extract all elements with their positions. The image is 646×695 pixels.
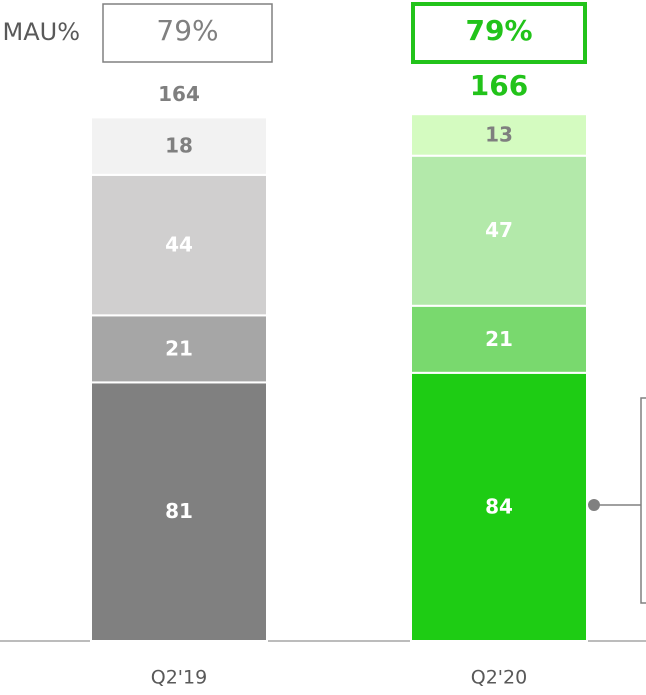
segment-label: 44 — [165, 233, 193, 257]
mau-label: MAU% — [3, 18, 81, 46]
x-tick-label: Q2'20 — [471, 667, 527, 689]
segment-label: 47 — [485, 218, 513, 242]
segment-label: 81 — [165, 499, 193, 523]
segment-label: 21 — [165, 336, 193, 360]
bracket — [594, 397, 646, 604]
segment-label: 84 — [485, 494, 513, 518]
bracket-dot — [588, 499, 600, 511]
bar-segment — [90, 116, 268, 176]
bar-segment — [410, 154, 588, 307]
total-label: 164 — [158, 82, 200, 106]
x-tick-label: Q2'19 — [151, 667, 207, 689]
mau-value: 79% — [465, 14, 532, 47]
bar-segment — [90, 173, 268, 317]
bar-segment — [410, 113, 588, 157]
mau-value: 79% — [156, 14, 218, 47]
segment-label: 18 — [165, 134, 193, 158]
mau-box — [102, 3, 273, 63]
bar-segment — [410, 304, 588, 374]
segment-label: 21 — [485, 327, 513, 351]
mau-box — [411, 2, 587, 64]
bar-segment — [90, 381, 268, 642]
total-label: 166 — [470, 69, 528, 102]
bar-segment — [410, 371, 588, 642]
segment-label: 13 — [485, 122, 513, 146]
